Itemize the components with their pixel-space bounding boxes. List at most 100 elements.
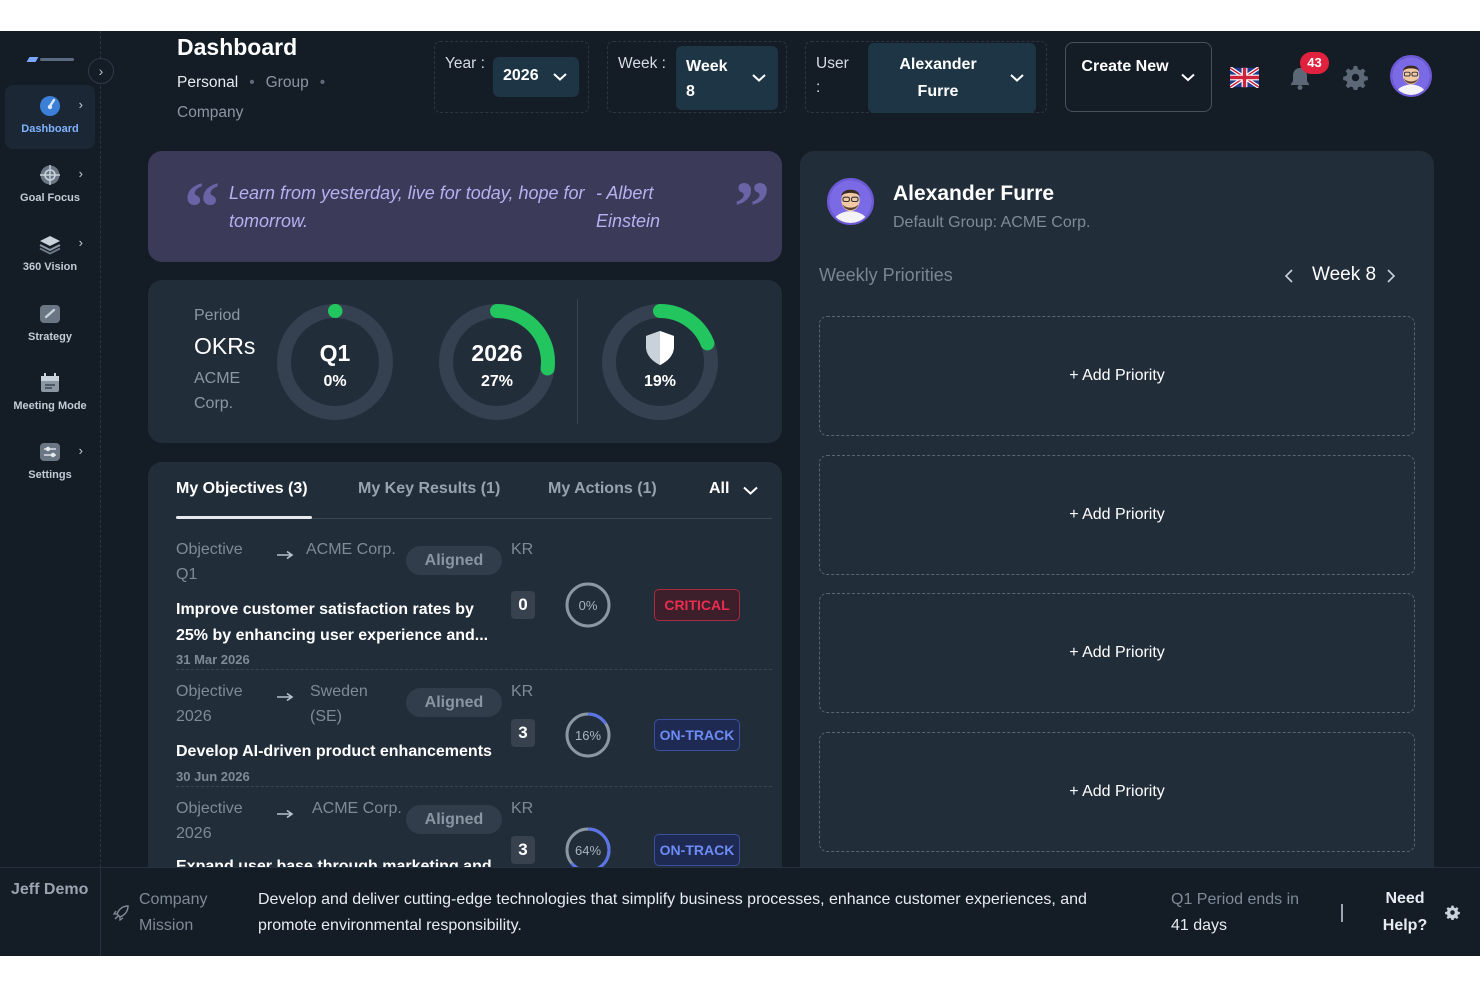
sidebar-item-360-vision[interactable]: › 360 Vision [5,223,95,287]
chevron-right-icon: › [78,166,83,181]
kr-header: KR [511,541,534,558]
objective-row[interactable]: Objective Q1 ACME Corp. Aligned KR Impro… [176,537,772,670]
calendar-icon [39,372,61,394]
arrow-right-icon [277,809,294,819]
objective-date: 30 Jun 2026 [176,769,250,784]
status-badge: ON-TRACK [654,834,740,866]
arrow-right-icon [277,692,294,702]
sidebar-item-label: Dashboard [21,123,79,135]
sidebar-item-label: Strategy [27,331,73,343]
week-filter-label: Week : [618,55,666,72]
objective-progress-ring: 16% [565,712,611,758]
kr-count: 3 [511,836,535,864]
chevron-right-icon: › [78,97,83,112]
notification-badge: 43 [1300,52,1329,74]
brand-logo[interactable] [26,57,74,63]
chevron-right-icon: › [78,443,83,458]
app-window: › Dashboard › Goal Focus › 360 Vision St… [0,31,1480,956]
sidebar-item-settings[interactable]: › Settings [5,431,95,495]
objective-org: ACME Corp. [306,541,396,558]
tab-personal[interactable]: Personal [177,74,239,91]
arrow-right-icon [277,550,294,560]
year-select-value: 2026 [503,67,539,84]
strategy-icon [39,303,61,325]
add-priority-button[interactable]: + Add Priority [819,316,1415,436]
okr-summary-card: Period OKRs ACME Corp. Q1 0% 2026 27% 19… [148,280,782,443]
weekly-priorities-panel: Alexander Furre Default Group: ACME Corp… [800,151,1434,896]
aligned-badge: Aligned [406,688,502,717]
tab-group[interactable]: Group [265,74,309,91]
progress-value: 16% [575,728,601,743]
sliders-icon [39,441,61,463]
tabs-divider [176,518,772,519]
okr-ring-personal[interactable]: 19% [598,300,722,424]
rocket-icon [112,905,129,922]
period-countdown: Q1 Period ends in 41 days [1171,887,1321,939]
aligned-badge: Aligned [406,546,502,575]
kr-header: KR [511,800,534,817]
chevron-left-icon[interactable] [1284,269,1293,283]
company-mission-label: Company Mission [139,891,208,934]
gear-icon[interactable] [1343,65,1368,90]
objectives-filter-dropdown[interactable]: All [709,480,758,498]
sidebar-item-strategy[interactable]: Strategy [5,293,95,357]
progress-value: 64% [575,843,601,858]
footer-divider [1341,904,1343,922]
chevron-right-icon[interactable] [1387,269,1396,283]
current-user-name: Jeff Demo [11,881,89,898]
layers-icon [39,233,61,255]
ring-value: 19% [644,373,676,390]
user-select-value: Alexander Furre [899,56,977,100]
week-select[interactable]: Week 8 [676,46,778,110]
objective-name[interactable]: Develop AI-driven product enhancements [176,743,492,760]
gear-icon[interactable] [1445,905,1460,920]
year-filter-label: Year : [445,55,485,72]
sidebar-collapse-button[interactable]: › [88,58,114,84]
week-label: Week 8 [1312,264,1377,285]
page-title: Dashboard [177,34,298,60]
avatar[interactable] [1390,55,1432,97]
objective-org: ACME Corp. [312,800,402,817]
tab-company[interactable]: Company [177,104,244,121]
footer-bar: Jeff Demo Company Mission Develop and de… [0,867,1480,956]
profile-name: Alexander Furre [893,182,1055,205]
sidebar-item-dashboard[interactable]: › Dashboard [5,85,95,149]
year-filter: Year : 2026 [434,41,589,113]
kr-count: 3 [511,719,535,747]
chevron-right-icon: › [78,235,83,250]
tab-my-key-results[interactable]: My Key Results (1) [358,480,501,497]
week-filter: Week : Week 8 [607,41,787,113]
add-priority-button[interactable]: + Add Priority [819,593,1415,713]
objective-name[interactable]: Improve customer satisfaction rates by 2… [176,601,489,644]
okr-period-label: Period [194,307,241,324]
sidebar-item-label: 360 Vision [22,261,78,273]
objective-date: 31 Mar 2026 [176,652,250,667]
period-days-left: 41 days [1171,917,1228,934]
objective-level: Objective Q1 [176,541,243,583]
year-select[interactable]: 2026 [493,57,579,97]
objective-row[interactable]: Objective 2026 Sweden (SE) Aligned KR De… [176,679,772,787]
separator-dot: • [249,74,255,91]
create-new-button[interactable]: Create New [1065,42,1212,112]
tab-my-objectives[interactable]: My Objectives (3) [176,480,308,497]
need-help-link[interactable]: Need Help? [1382,890,1428,934]
okr-org: ACME Corp. [194,370,241,412]
okr-ring-2026[interactable]: 2026 27% [435,300,559,424]
objective-level: Objective 2026 [176,800,243,842]
sidebar-item-goal-focus[interactable]: › Goal Focus [5,154,95,218]
create-new-label: Create New [1081,58,1169,75]
avatar [827,178,874,225]
quote-author: - Albert Einstein [596,183,661,231]
sidebar-item-meeting-mode[interactable]: Meeting Mode [5,362,95,426]
ring-value: 27% [481,373,513,390]
uk-flag-icon[interactable] [1230,67,1259,88]
add-priority-button[interactable]: + Add Priority [819,732,1415,852]
okr-ring-q1[interactable]: Q1 0% [273,300,397,424]
current-user[interactable]: Jeff Demo [0,868,101,956]
user-select[interactable]: Alexander Furre [868,43,1036,113]
ring-value: 0% [323,373,346,390]
add-priority-button[interactable]: + Add Priority [819,455,1415,575]
tab-my-actions[interactable]: My Actions (1) [548,480,657,497]
kr-count: 0 [511,591,535,619]
kr-header: KR [511,683,534,700]
